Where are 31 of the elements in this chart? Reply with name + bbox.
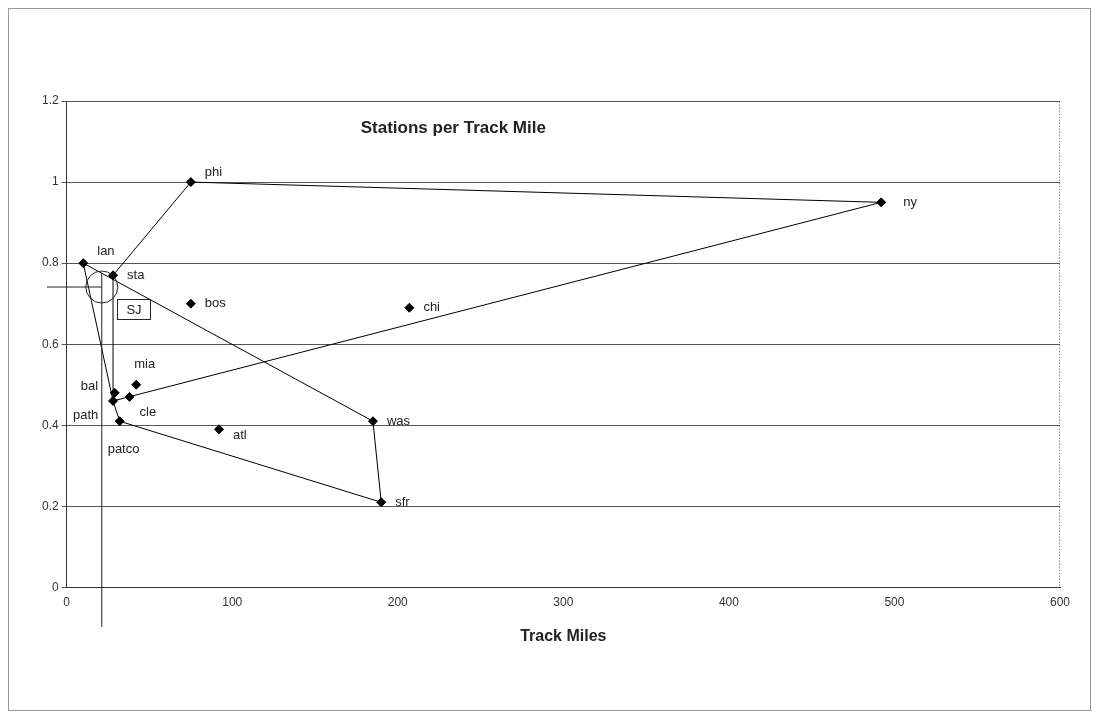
y-tick-label: 0 [51, 579, 59, 594]
annotation: path [73, 406, 99, 422]
annotation: mia [134, 356, 156, 372]
y-tick-label: 0.8 [41, 255, 59, 270]
y-tick-label: 1.2 [41, 93, 59, 108]
annotation: cle [139, 404, 157, 420]
annotation: lan [97, 242, 115, 258]
x-tick-label: 300 [553, 594, 574, 609]
annotation: sfr [395, 493, 411, 509]
annotation: patco [107, 440, 140, 456]
x-tick-label: 200 [387, 594, 409, 609]
annotation: sta [127, 266, 146, 282]
annotation: bos [204, 295, 227, 311]
y-tick-label: 0.4 [41, 417, 59, 432]
x-tick-label: 400 [718, 594, 740, 609]
annotation: chi [423, 299, 441, 315]
y-tick-label: 1 [51, 174, 59, 189]
y-tick-label: 0.2 [41, 498, 59, 513]
x-tick-label: 100 [222, 594, 243, 609]
text: Stations per Track Mile [360, 117, 546, 137]
annotation: ny [903, 193, 918, 209]
annotation: was [385, 412, 411, 428]
x-axis-title: Track Miles [520, 626, 607, 644]
y-tick-label: 0.6 [41, 336, 59, 351]
annotation: phi [204, 163, 223, 179]
x-tick-label: 600 [1049, 594, 1071, 609]
annotation: SJ [117, 299, 151, 321]
x-tick-label: 500 [884, 594, 905, 609]
x-tick-label: 0 [63, 594, 71, 609]
annotation: atl [232, 426, 247, 442]
annotation: bal [80, 378, 99, 394]
